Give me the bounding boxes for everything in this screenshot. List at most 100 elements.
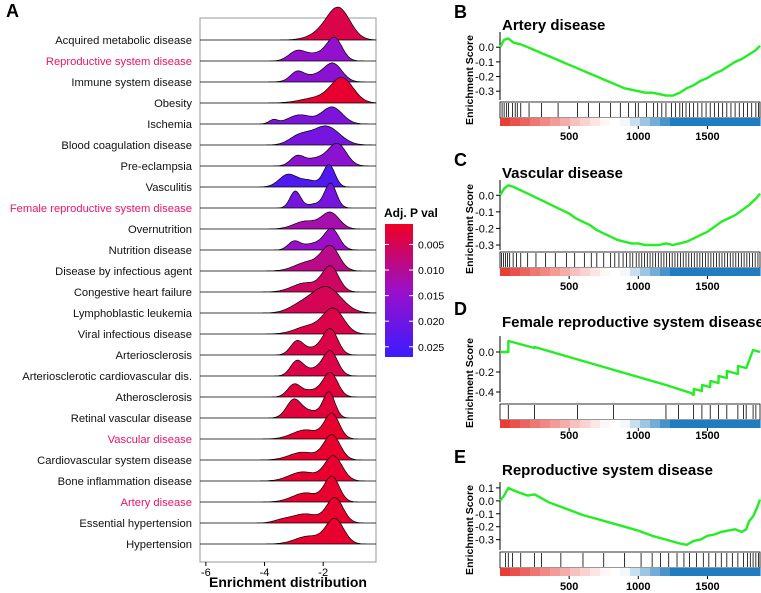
ridge-x-tick-label: -4 xyxy=(260,567,270,579)
gsea-x-tick-label: 500 xyxy=(560,581,578,593)
gsea-y-tick-label: -0.2 xyxy=(475,72,494,84)
rank-color-segment xyxy=(650,420,661,428)
rank-color-segment xyxy=(660,118,671,126)
rank-color-segment xyxy=(580,268,591,276)
ridge-label: Immune system disease xyxy=(71,77,192,89)
ridge-label: Atherosclerosis xyxy=(116,392,193,404)
rank-color-segment xyxy=(750,268,761,276)
legend-title: Adj. P val xyxy=(384,206,438,220)
rank-color-segment xyxy=(600,568,611,576)
ridge-label: Disease by infectious agent xyxy=(55,266,193,278)
rank-color-segment xyxy=(540,420,551,428)
rank-color-segment xyxy=(730,568,741,576)
rank-color-segment xyxy=(700,568,711,576)
gsea-x-tick-label: 1500 xyxy=(695,281,719,293)
ridge-x-tick-label: -2 xyxy=(318,567,328,579)
ridge-x-axis-label: Enrichment distribution xyxy=(209,574,367,590)
rank-color-segment xyxy=(520,568,531,576)
gsea-panel-d: D Female reproductive system disease Enric… xyxy=(454,299,761,442)
gsea-y-tick-label: -0.3 xyxy=(475,240,494,252)
rank-color-segment xyxy=(660,420,671,428)
gsea-x-tick-label: 1000 xyxy=(626,131,650,143)
gsea-y-tick-label: -0.3 xyxy=(475,86,494,98)
rank-color-segment xyxy=(530,268,541,276)
rank-color-segment xyxy=(520,268,531,276)
rank-color-segment xyxy=(620,118,631,126)
rank-color-segment xyxy=(600,118,611,126)
panel-letter: B xyxy=(454,2,467,22)
rank-color-segment xyxy=(650,268,661,276)
ridge-label: Acquired metabolic disease xyxy=(55,35,192,47)
gsea-y-axis-label: Enrichment Score xyxy=(464,338,476,428)
rank-color-segment xyxy=(630,568,641,576)
gsea-panel-c: C Vascular disease Enrichment Score 0.0 -0.1… xyxy=(454,150,761,293)
rank-color-segment xyxy=(700,420,711,428)
legend-tick-label: 0.015 xyxy=(418,291,444,303)
legend-tick-label: 0.010 xyxy=(418,265,444,277)
ridge-density xyxy=(200,286,377,314)
gsea-y-tick-label: -0.1 xyxy=(475,207,494,219)
rank-color-segment xyxy=(510,118,521,126)
rank-color-segment xyxy=(730,268,741,276)
rank-color-segment xyxy=(750,568,761,576)
ridge-label: Reproductive system disease xyxy=(46,56,192,68)
ridge-label: Overnutrition xyxy=(128,224,192,236)
gsea-x-tick-label: 500 xyxy=(560,281,578,293)
gsea-x-tick-label: 1500 xyxy=(695,131,719,143)
panel-a-letter: A xyxy=(6,1,19,21)
rank-color-segment xyxy=(580,568,591,576)
rank-color-segment xyxy=(610,268,621,276)
rank-color-segment xyxy=(560,268,571,276)
rank-color-segment xyxy=(670,268,681,276)
rank-color-segment xyxy=(720,268,731,276)
gsea-x-tick-label: 1000 xyxy=(626,281,650,293)
rank-color-segment xyxy=(620,568,631,576)
gsea-panel-e: E Reproductive system disease Enrichment S… xyxy=(454,447,761,593)
gsea-x-tick-label: 500 xyxy=(560,430,578,442)
ridge-x-axis: -6 -4 -2 xyxy=(201,562,328,579)
gsea-y-tick-label: -0.1 xyxy=(475,57,494,69)
rank-color-segment xyxy=(680,268,691,276)
ridge-density xyxy=(200,211,376,230)
rank-color-segment xyxy=(690,268,701,276)
ridge-label: Hypertension xyxy=(126,539,192,551)
gsea-y-tick-label: -0.2 xyxy=(475,223,494,235)
ridge-density xyxy=(200,391,376,419)
enrichment-curve xyxy=(498,37,761,97)
rank-color-segment xyxy=(590,420,601,428)
panel-letter: D xyxy=(454,299,467,319)
rank-color-segment xyxy=(690,568,701,576)
rank-color-segment xyxy=(660,568,671,576)
rank-color-segment xyxy=(750,420,761,428)
ridge-label: Obesity xyxy=(154,98,192,110)
rank-color-segment xyxy=(740,268,751,276)
ridge-label: Essential hypertension xyxy=(79,518,192,530)
rank-color-segment xyxy=(570,268,581,276)
ridge-label: Nutrition disease xyxy=(109,245,192,257)
rank-color-segment xyxy=(570,118,581,126)
rank-color-segment xyxy=(600,420,611,428)
ridge-x-tick-label: -6 xyxy=(201,567,211,579)
panel-letter: E xyxy=(454,447,466,467)
ridge-label: Vasculitis xyxy=(146,182,193,194)
rank-color-segment xyxy=(550,268,561,276)
rank-color-segment xyxy=(500,420,511,428)
rank-color-segment xyxy=(680,568,691,576)
ridge-density xyxy=(200,164,376,188)
ridge-label: Female reproductive system disease xyxy=(10,203,192,215)
rank-color-segment xyxy=(550,568,561,576)
ridge-density xyxy=(200,434,376,461)
rank-color-segment xyxy=(570,420,581,428)
rank-color-segment xyxy=(530,568,541,576)
rank-color-segment xyxy=(610,118,621,126)
rank-color-segment xyxy=(700,118,711,126)
enrichment-curve xyxy=(499,486,761,546)
gsea-y-tick-label: 0.0 xyxy=(479,347,494,359)
gsea-panel-b: B Artery disease Enrichment Score 0.0 -0.1 -0… xyxy=(454,2,761,143)
ridge-label: Pre-eclampsia xyxy=(120,161,192,173)
rank-color-segment xyxy=(590,118,601,126)
rank-color-segment xyxy=(640,420,651,428)
rank-color-segment xyxy=(700,268,711,276)
gsea-y-axis-label: Enrichment Score xyxy=(464,35,476,125)
